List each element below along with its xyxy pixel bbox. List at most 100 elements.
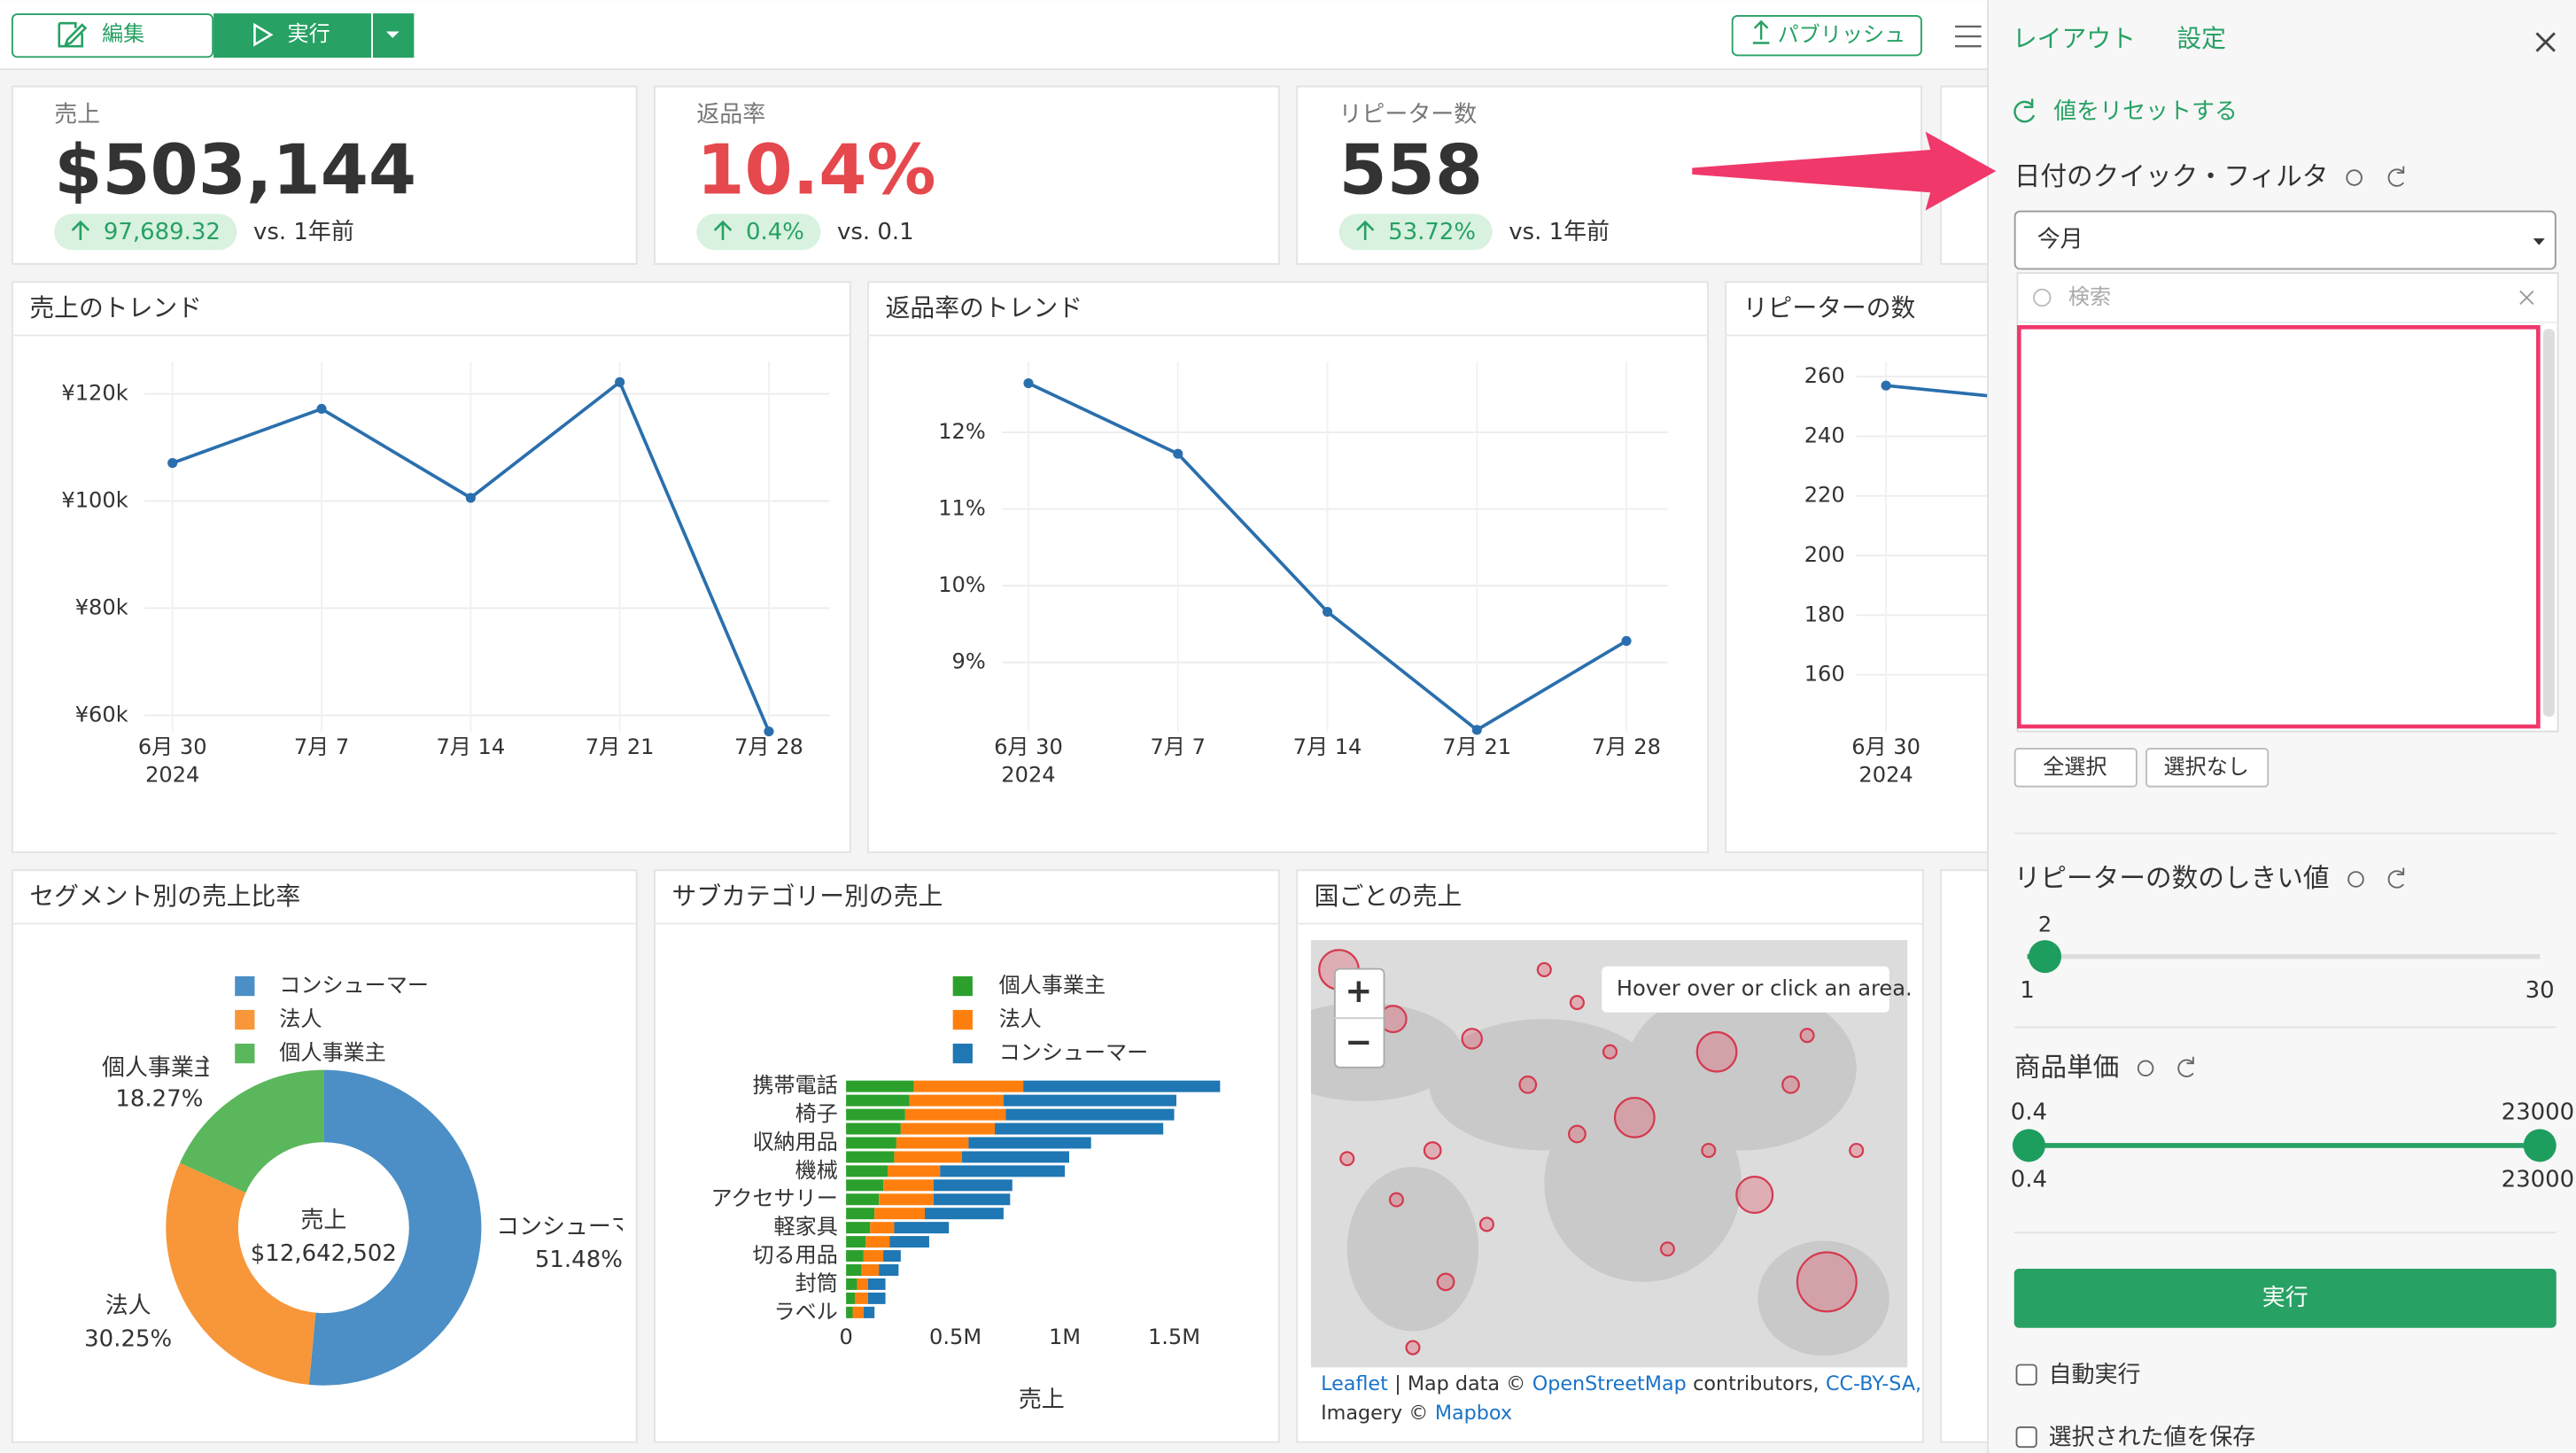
run-label: 実行 xyxy=(288,21,330,46)
tab-settings[interactable]: 設定 xyxy=(2176,24,2226,53)
y-tick-label: 収納用品 xyxy=(752,1130,837,1154)
edit-label: 編集 xyxy=(102,21,144,46)
panel-title: サブカテゴリー別の売上 xyxy=(672,882,943,911)
attribution-part[interactable]: CC-BY-SA, xyxy=(1826,1371,1921,1395)
select-all-button[interactable] xyxy=(2013,748,2138,788)
x-tick-label: 6月 30 xyxy=(994,734,1063,759)
refresh-icon[interactable] xyxy=(2387,867,2405,889)
close-icon[interactable] xyxy=(2535,32,2556,52)
bar-segment xyxy=(909,1094,1004,1107)
run-button[interactable] xyxy=(213,13,372,58)
kpi-delta: 0.4% xyxy=(746,219,804,245)
slider-value: 2 xyxy=(2038,912,2052,936)
panel-title: セグメント別の売上比率 xyxy=(29,882,300,911)
x-axis-label: 売上 xyxy=(1019,1387,1065,1413)
attribution: Leaflet | Map data © OpenStreetMap contribu… xyxy=(1321,1371,1921,1395)
y-tick-label: ¥60k xyxy=(75,702,128,726)
gear-icon[interactable] xyxy=(2137,1060,2154,1077)
save-checkbox[interactable] xyxy=(2015,1426,2037,1449)
kpi-value: $503,144 xyxy=(54,130,416,210)
attribution: Imagery © Mapbox xyxy=(1321,1402,1512,1425)
bar-segment xyxy=(846,1080,914,1092)
map-bubble xyxy=(1701,1142,1717,1159)
filter-select[interactable] xyxy=(2013,210,2557,270)
map-bubble xyxy=(1735,1176,1774,1215)
kpi-label: 返品率 xyxy=(696,102,765,128)
settings-icon[interactable] xyxy=(1954,25,1982,48)
gear-icon[interactable] xyxy=(2347,871,2364,888)
x-tick-label: 7月 7 xyxy=(294,734,349,759)
attribution-part[interactable]: Leaflet xyxy=(1321,1371,1388,1395)
bar-segment xyxy=(1003,1094,1176,1107)
gear-icon[interactable] xyxy=(2346,169,2363,186)
map-bubble xyxy=(1568,1124,1587,1144)
map-bubble xyxy=(1339,1151,1355,1167)
zoom-out[interactable]: − xyxy=(1345,1022,1372,1061)
y-tick-label: 携帯電話 xyxy=(752,1073,837,1098)
map-bubble xyxy=(1569,995,1585,1011)
search-input[interactable]: 検索 xyxy=(2068,284,2111,309)
kpi-badge xyxy=(1338,214,1493,251)
x-tick-label: 6月 30 xyxy=(138,734,207,759)
bar-segment xyxy=(846,1306,853,1318)
range-max: 23000 xyxy=(2502,1166,2575,1193)
y-tick-label: ¥80k xyxy=(75,594,128,619)
bar-segment xyxy=(867,1278,886,1290)
legend-swatch xyxy=(235,1043,255,1064)
legend-label: 個人事業主 xyxy=(999,973,1106,998)
kpi-badge xyxy=(696,214,821,251)
attribution-part[interactable]: OpenStreetMap xyxy=(1532,1371,1687,1395)
map-bubble xyxy=(1388,1192,1404,1208)
auto-run-checkbox[interactable] xyxy=(2015,1364,2037,1386)
select-none-button[interactable] xyxy=(2145,748,2270,788)
y-tick-label: 200 xyxy=(1804,542,1845,567)
range-handle-low[interactable] xyxy=(2012,1129,2045,1162)
bar-segment xyxy=(846,1193,880,1206)
reset-link[interactable]: 値をリセットする xyxy=(2053,98,2238,125)
filter-title: 日付のクイック・フィルタ xyxy=(2014,160,2329,191)
bar-segment xyxy=(857,1278,868,1290)
tab-layout[interactable]: レイアウト xyxy=(2013,24,2136,53)
x-tick-label: 7月 14 xyxy=(1293,734,1362,759)
bar-segment xyxy=(913,1080,1024,1092)
apply-button[interactable] xyxy=(2013,1269,2557,1328)
bar-segment xyxy=(894,1151,962,1163)
x-tick-label: 0 xyxy=(839,1325,852,1349)
refresh-icon[interactable] xyxy=(2177,1056,2194,1077)
slider-handle[interactable] xyxy=(2028,940,2062,974)
y-tick-label: 220 xyxy=(1804,483,1845,508)
bar-segment xyxy=(846,1236,866,1248)
map-bubble xyxy=(1695,1030,1738,1073)
bar-segment xyxy=(883,1250,901,1263)
panel-title: 返品率のトレンド xyxy=(886,293,1082,322)
zoom-in[interactable]: + xyxy=(1345,972,1372,1010)
refresh-icon[interactable] xyxy=(2387,166,2405,187)
auto-run-label: 自動実行 xyxy=(2049,1362,2141,1388)
clear-icon[interactable] xyxy=(2519,290,2534,306)
land xyxy=(1757,1240,1889,1356)
bar-segment xyxy=(940,1165,1066,1177)
map-bubble xyxy=(1518,1075,1538,1094)
attribution-part[interactable]: Mapbox xyxy=(1435,1402,1512,1425)
up-arrow xyxy=(1355,220,1375,241)
x-year-label: 2024 xyxy=(1001,763,1055,788)
kpi-value: 10.4% xyxy=(696,130,935,210)
publish-button[interactable] xyxy=(1731,14,1922,57)
range-handle-high[interactable] xyxy=(2523,1129,2557,1162)
y-tick-label: ¥100k xyxy=(61,488,128,513)
line xyxy=(1885,384,1989,398)
bar-segment xyxy=(846,1179,884,1192)
slider-min: 1 xyxy=(2020,977,2035,1004)
donut-slice xyxy=(308,1069,482,1386)
bar-segment xyxy=(888,1165,941,1177)
kpi-delta: 97,689.32 xyxy=(104,219,221,245)
bar-segment xyxy=(933,1193,1011,1206)
bar-segment xyxy=(852,1306,864,1318)
up-arrow xyxy=(713,220,733,241)
range-high: 23000 xyxy=(2502,1099,2575,1125)
x-tick-label: 7月 21 xyxy=(1442,734,1511,759)
y-tick-label: アクセサリー xyxy=(710,1186,837,1211)
panel-title: リピーターの数 xyxy=(1743,293,1916,322)
